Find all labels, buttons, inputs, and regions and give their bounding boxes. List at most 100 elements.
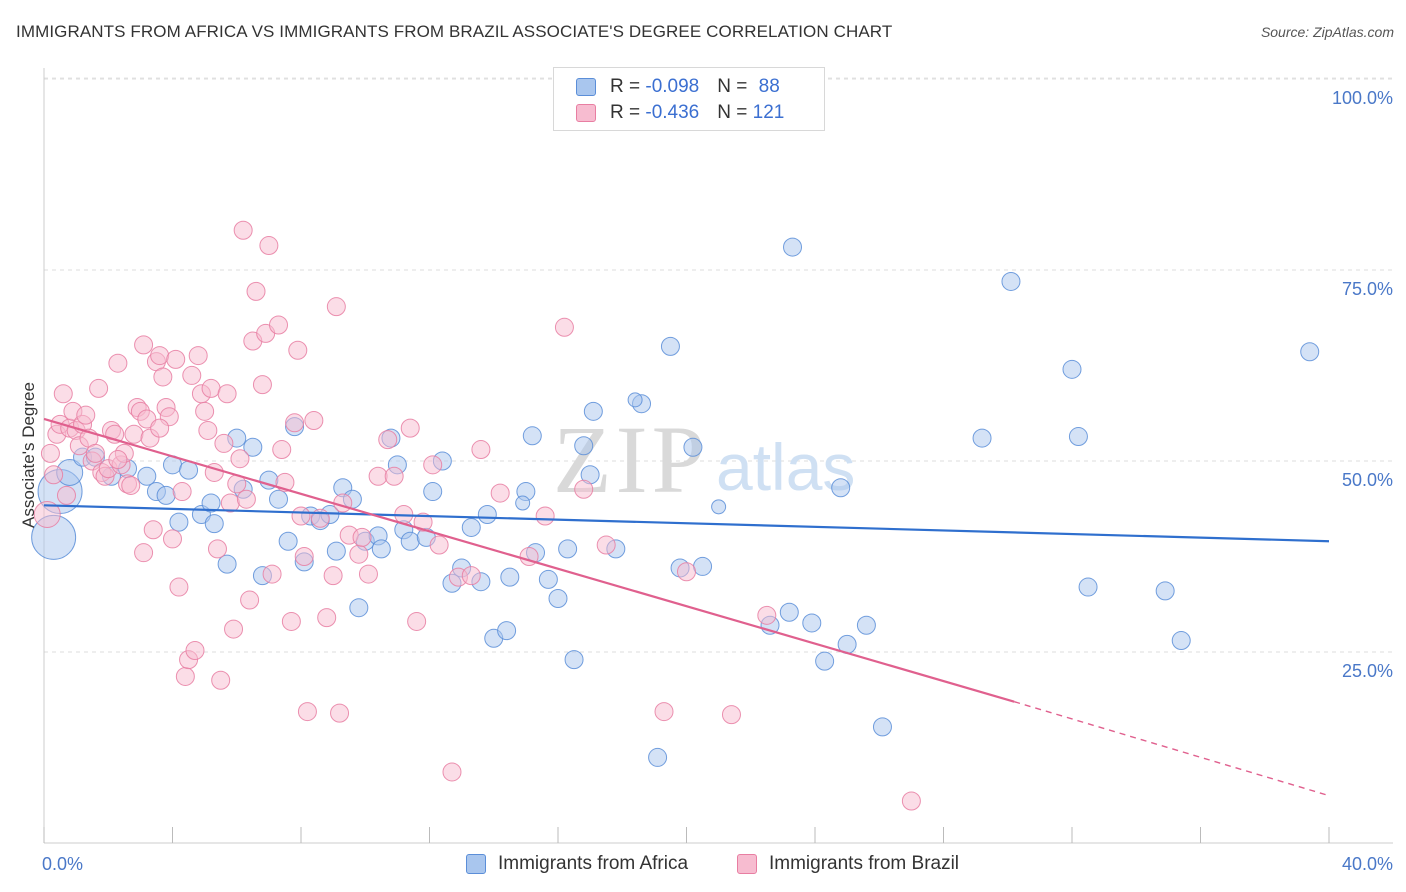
legend-africa-n-value: 88 [758, 76, 780, 97]
africa-point [137, 466, 157, 486]
africa-point [169, 512, 189, 532]
brazil-point [143, 520, 163, 540]
africa-point [400, 531, 420, 551]
africa-point [783, 237, 803, 257]
brazil-point [252, 375, 272, 395]
africa-point [779, 602, 799, 622]
brazil-trend-line [43, 417, 1015, 703]
watermark-zip: ZIP [553, 406, 709, 513]
brazil-point [407, 611, 427, 631]
africa-point [815, 651, 835, 671]
africa-point [627, 392, 643, 408]
brazil-point [169, 577, 189, 597]
africa-point [711, 499, 727, 515]
africa-point [1300, 342, 1320, 362]
africa-point [872, 717, 892, 737]
legend-brazil-r-label: R = [610, 102, 646, 123]
africa-point [497, 621, 517, 641]
africa-trend-line [43, 504, 1330, 543]
brazil-point [535, 506, 555, 526]
africa-point [648, 747, 668, 767]
chart-title: IMMIGRANTS FROM AFRICA VS IMMIGRANTS FRO… [16, 22, 893, 41]
africa-point [548, 589, 568, 609]
brazil-point [89, 378, 109, 398]
africa-point [564, 650, 584, 670]
brazil-point [153, 367, 173, 387]
brazil-point [423, 455, 443, 475]
brazil-point [224, 619, 244, 639]
brazil-point [150, 418, 170, 438]
africa-point [558, 539, 578, 559]
brazil-point [901, 791, 921, 811]
brazil-point [333, 493, 353, 513]
africa-point [423, 482, 443, 502]
gridlines [44, 77, 1393, 653]
brazil-point [384, 466, 404, 486]
brazil-point [172, 482, 192, 502]
brazil-point [490, 483, 510, 503]
africa-point [500, 567, 520, 587]
y-axis-title: Associate's Degree [19, 382, 38, 528]
brazil-point [175, 666, 195, 686]
africa-point [972, 428, 992, 448]
legend-swatch-africa [576, 78, 596, 96]
bottom-legend-brazil: Immigrants from Brazil [737, 852, 959, 876]
brazil-point [207, 539, 227, 559]
brazil-point [281, 611, 301, 631]
x-tick-label-1: 40.0% [1342, 854, 1393, 874]
brazil-point [163, 529, 182, 549]
brazil-point [108, 353, 128, 373]
africa-point [156, 485, 176, 505]
brazil-point [288, 340, 308, 360]
x-tick-label-0: 0.0% [42, 854, 83, 874]
africa-point [461, 517, 481, 537]
brazil-point [246, 281, 266, 301]
y-tick-label-100: 100.0% [1332, 88, 1393, 108]
watermark: ZIP atlas [553, 406, 855, 513]
legend-brazil-n-value: 121 [752, 102, 785, 123]
brazil-point [429, 535, 449, 555]
africa-point [243, 437, 263, 457]
bottom-legend-swatch-brazil [737, 854, 757, 874]
africa-point [831, 478, 851, 498]
brazil-point [124, 424, 144, 444]
africa-point [856, 615, 876, 635]
africa-point [683, 437, 703, 457]
brazil-point [358, 564, 378, 584]
brazil-point [85, 443, 105, 463]
africa-point [538, 569, 558, 589]
brazil-point [554, 317, 574, 337]
brazil-point [214, 433, 234, 453]
bottom-legend-label-brazil: Immigrants from Brazil [769, 853, 960, 874]
africa-point [522, 426, 542, 446]
brazil-point [201, 378, 221, 398]
brazil-point [721, 705, 741, 725]
africa-point [477, 504, 497, 524]
africa-point [693, 556, 713, 576]
brazil-point [269, 315, 289, 335]
axis-labels: Associate's Degree 0.0% 40.0% 25.0% 50.0… [19, 88, 1393, 874]
brazil-point [461, 566, 481, 586]
africa-point [201, 493, 221, 513]
brazil-point [317, 608, 337, 628]
brazil-point [195, 401, 215, 421]
brazil-point [677, 562, 696, 582]
africa-point [802, 613, 822, 633]
y-tick-label-50: 50.0% [1342, 470, 1393, 490]
africa-point [278, 531, 298, 551]
brazil-point [291, 506, 311, 526]
brazil-point [262, 564, 282, 584]
brazil-point [150, 346, 170, 366]
brazil-point [574, 479, 594, 499]
brazil-point [230, 449, 250, 469]
source-label: Source: ZipAtlas.com [1260, 24, 1394, 40]
africa-point [1155, 581, 1175, 601]
brazil-point [259, 236, 279, 256]
brazil-point [368, 466, 388, 486]
brazil-point [182, 365, 202, 385]
africa-point [583, 401, 603, 421]
brazil-point [121, 475, 141, 495]
brazil-point [471, 440, 491, 460]
brazil-point [76, 405, 96, 425]
brazil-point [56, 485, 76, 505]
